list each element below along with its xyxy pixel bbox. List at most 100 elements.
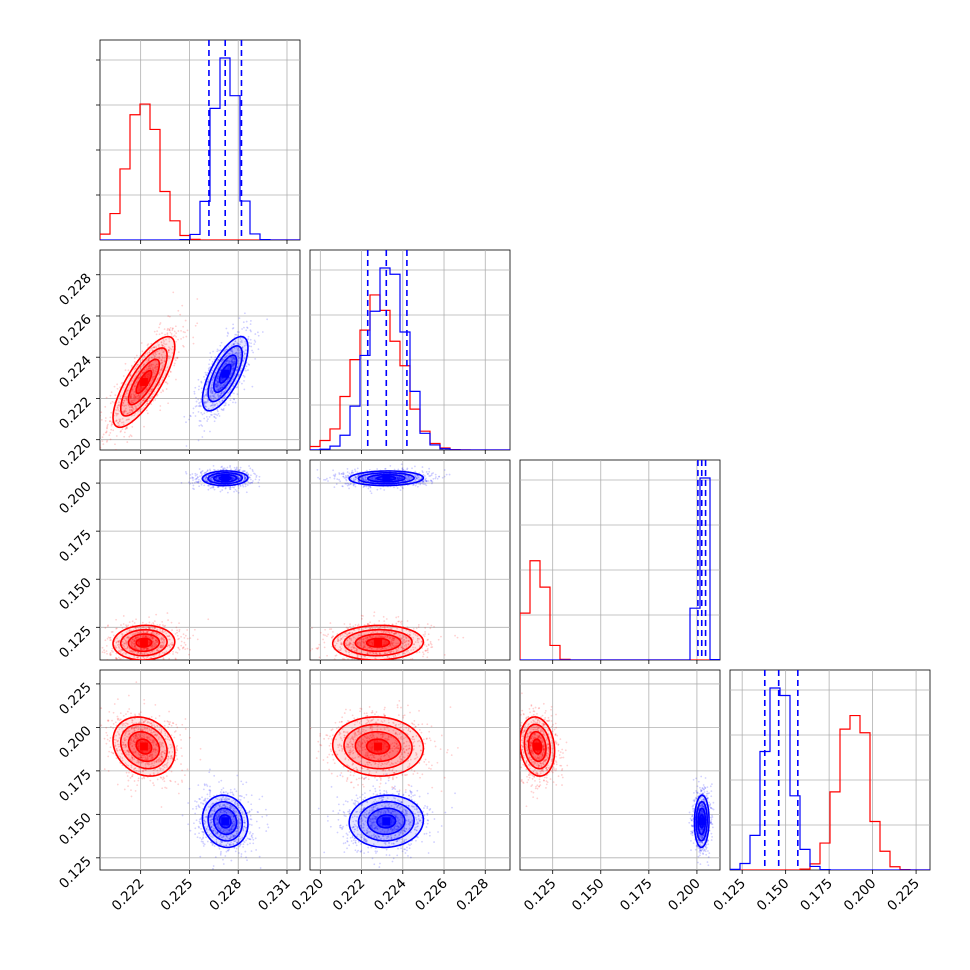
sample-point: [182, 345, 185, 348]
sample-point: [362, 640, 364, 643]
sample-point: [417, 626, 420, 628]
sample-point: [191, 476, 194, 479]
sample-point: [198, 478, 200, 481]
sample-point: [165, 650, 168, 653]
sample-point: [140, 652, 143, 655]
sample-point: [227, 404, 230, 406]
sample-point: [137, 656, 139, 658]
sample-point: [162, 657, 165, 660]
sample-point: [329, 622, 332, 624]
sample-point: [167, 351, 170, 354]
sample-point: [123, 411, 126, 413]
sample-point: [238, 478, 240, 481]
sample-point: [242, 471, 245, 473]
sample-point: [195, 400, 198, 403]
sample-point: [125, 404, 128, 407]
sample-point: [153, 367, 156, 369]
sample-point: [133, 396, 136, 399]
sample-point: [153, 355, 156, 358]
sample-point: [418, 645, 421, 647]
sample-point: [374, 657, 376, 660]
sample-point: [223, 404, 226, 407]
sample-point: [119, 650, 122, 653]
sample-point: [174, 658, 177, 660]
sample-point: [100, 446, 101, 448]
sample-point: [217, 412, 220, 415]
sample-point: [142, 647, 145, 650]
sample-point: [237, 477, 240, 479]
sample-point: [227, 391, 230, 394]
sample-point: [130, 642, 133, 645]
sample-point: [205, 476, 208, 479]
sample-point: [343, 623, 346, 625]
sample-point: [219, 387, 222, 390]
sample-point: [152, 649, 155, 652]
sample-point: [189, 414, 192, 417]
sample-point: [210, 478, 213, 481]
sample-point: [261, 331, 264, 333]
sample-point: [139, 408, 142, 411]
sample-point: [429, 627, 432, 630]
sample-point: [385, 647, 388, 650]
sample-point: [174, 325, 177, 328]
sample-point: [355, 648, 358, 651]
sample-point: [183, 415, 186, 418]
sample-point: [213, 468, 215, 471]
sample-point: [393, 633, 395, 635]
sample-point: [216, 384, 219, 387]
sample-point: [368, 623, 371, 626]
sample-point: [412, 646, 414, 649]
sample-point: [160, 368, 163, 370]
sample-point: [182, 331, 185, 333]
sample-point: [254, 333, 257, 335]
sample-point: [196, 322, 199, 325]
sample-point: [226, 466, 229, 469]
sample-point: [248, 476, 251, 479]
sample-point: [397, 478, 400, 481]
sample-point: [318, 643, 321, 646]
sample-point: [414, 465, 416, 468]
sample-point: [133, 665, 135, 667]
sample-point: [323, 478, 325, 481]
sample-point: [134, 645, 136, 647]
sample-point: [385, 636, 387, 638]
sample-point: [367, 487, 370, 490]
sample-point: [136, 648, 138, 651]
sample-point: [197, 481, 199, 484]
sample-point: [244, 349, 247, 352]
sample-point: [344, 631, 347, 634]
sample-point: [181, 647, 184, 650]
sample-point: [340, 638, 342, 641]
sample-point: [316, 647, 319, 650]
sample-point: [155, 613, 158, 616]
sample-point: [402, 647, 405, 650]
sample-point: [197, 410, 200, 413]
sample-point: [149, 382, 151, 385]
sample-point: [221, 386, 223, 389]
sample-point: [212, 350, 214, 353]
sample-point: [230, 361, 233, 364]
sample-point: [109, 394, 112, 397]
sample-point: [412, 483, 415, 486]
sample-point: [153, 620, 156, 623]
sample-point: [237, 469, 240, 472]
sample-point: [233, 477, 236, 480]
sample-point: [366, 636, 368, 639]
sample-point: [122, 386, 125, 389]
sample-point: [134, 405, 136, 407]
sample-point: [146, 344, 149, 347]
sample-point: [372, 652, 375, 654]
sample-point: [151, 346, 154, 349]
sample-point: [137, 661, 139, 663]
sample-point: [168, 357, 171, 360]
sample-point: [243, 388, 246, 391]
sample-point: [244, 483, 247, 486]
sample-point: [339, 661, 341, 663]
sample-point: [105, 430, 108, 433]
sample-point: [245, 369, 247, 372]
sample-point: [155, 632, 158, 635]
sample-point: [390, 638, 393, 641]
sample-point: [232, 364, 235, 366]
sample-point: [209, 395, 212, 397]
sample-point: [164, 357, 166, 360]
